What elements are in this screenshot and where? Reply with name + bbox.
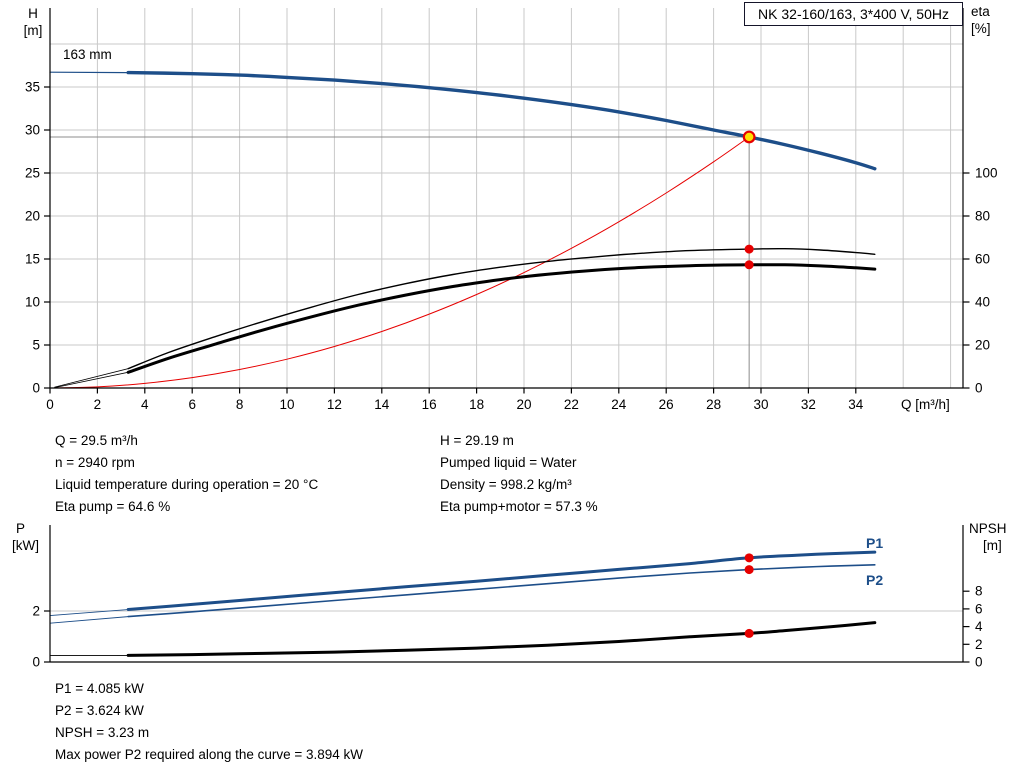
info-line-eta-pump: Eta pump = 64.6 % [55,499,171,514]
info-line-head: H = 29.19 m [440,433,514,448]
x-axis-unit-label: Q [m³/h] [901,397,950,412]
eta-tick-label: 20 [975,338,990,353]
eta-axis-unit: eta [%] [971,3,991,37]
operating-marker-dot [744,565,754,575]
info-line-liquid: Pumped liquid = Water [440,455,577,470]
h-axis-unit-symbol: H [28,6,38,21]
h-tick-label: 5 [32,338,40,353]
eta-tick-label: 80 [975,209,990,224]
info-line-p1: P1 = 4.085 kW [55,681,144,696]
h-tick-label: 35 [25,80,40,95]
x-tick-label: 24 [611,397,627,412]
npsh-axis-unit-symbol: NPSH [969,521,1007,536]
x-tick-label: 12 [327,397,342,412]
operating-marker-dot [744,244,754,254]
p-axis-unit: P [kW] [12,520,39,554]
npsh-axis-unit-bracket: [m] [983,538,1002,553]
h-tick-label: 15 [25,252,40,267]
x-tick-label: 26 [659,397,674,412]
x-tick-label: 30 [753,397,768,412]
eta-tick-label: 0 [975,381,983,396]
eta-tick-label: 100 [975,166,998,181]
p1-curve [126,550,877,611]
x-tick-label: 18 [469,397,484,412]
eta-tick-label: 40 [975,295,990,310]
p-tick-label: 0 [32,655,40,670]
p-tick-label: 2 [32,604,40,619]
x-tick-label: 20 [516,397,531,412]
x-tick-label: 22 [564,397,579,412]
affinity-parabola [49,136,750,389]
h-axis-unit-bracket: [m] [23,23,43,38]
p1-curve-leadin [49,609,129,617]
h-tick-label: 20 [25,209,40,224]
p1-curve-label: P1 [866,535,884,551]
head-curve [126,70,877,171]
x-tick-label: 16 [422,397,437,412]
h-tick-label: 0 [32,381,40,396]
x-tick-label: 28 [706,397,721,412]
eta-pump-curve [127,247,876,370]
eta-pump-motor-curve [126,263,877,374]
duty-point-marker [742,130,756,144]
eta-pump-motor-curve-leadin [54,371,129,388]
eta-axis-unit-symbol: eta [971,4,990,19]
p2-curve-leadin [49,616,129,624]
p2-curve [127,564,876,618]
x-tick-label: 6 [188,397,196,412]
x-tick-label: 2 [94,397,102,412]
h-tick-label: 10 [25,295,40,310]
x-tick-label: 14 [374,397,390,412]
npsh-tick-label: 8 [975,584,983,599]
x-tick-label: 10 [279,397,294,412]
info-line-eta-total: Eta pump+motor = 57.3 % [440,499,598,514]
pump-model-label: NK 32-160/163, 3*400 V, 50Hz [758,6,949,22]
p2-curve-label: P2 [866,572,884,588]
p-axis-unit-bracket: [kW] [12,538,39,553]
operating-marker-dot [744,628,754,638]
x-tick-label: 8 [236,397,244,412]
operating-marker-dot [744,260,754,270]
info-line-q: Q = 29.5 m³/h [55,433,138,448]
x-tick-label: 0 [46,397,54,412]
x-tick-label: 4 [141,397,149,412]
impeller-size-label: 163 mm [63,47,112,62]
npsh-axis-unit: NPSH [m] [969,520,1007,554]
pump-model-box: NK 32-160/163, 3*400 V, 50Hz [744,2,963,26]
npsh-tick-label: 0 [975,655,983,670]
npsh-tick-label: 6 [975,601,983,616]
info-line-p2: P2 = 3.624 kW [55,703,144,718]
eta-pump-curve-leadin [54,368,129,388]
npsh-tick-label: 2 [975,637,983,652]
x-tick-label: 34 [848,397,864,412]
x-tick-label: 32 [801,397,816,412]
p-axis-unit-symbol: P [16,521,26,536]
operating-marker-dot [744,553,754,563]
info-line-temperature: Liquid temperature during operation = 20… [55,477,319,492]
duty-info-right: H = 29.19 m Pumped liquid = Water Densit… [440,430,598,518]
info-line-max-power: Max power P2 required along the curve = … [55,747,364,762]
h-tick-label: 30 [25,123,40,138]
info-line-speed: n = 2940 rpm [55,455,135,470]
info-line-density: Density = 998.2 kg/m³ [440,477,572,492]
eta-axis-unit-bracket: [%] [971,21,991,36]
duty-info-left: Q = 29.5 m³/h n = 2940 rpm Liquid temper… [55,430,318,518]
power-info-block: P1 = 4.085 kW P2 = 3.624 kW NPSH = 3.23 … [55,678,363,766]
h-tick-label: 25 [25,166,40,181]
npsh-curve [126,621,877,657]
eta-tick-label: 60 [975,252,990,267]
h-axis-unit: H [m] [14,5,52,39]
info-line-npsh: NPSH = 3.23 m [55,725,150,740]
npsh-tick-label: 4 [975,619,983,634]
